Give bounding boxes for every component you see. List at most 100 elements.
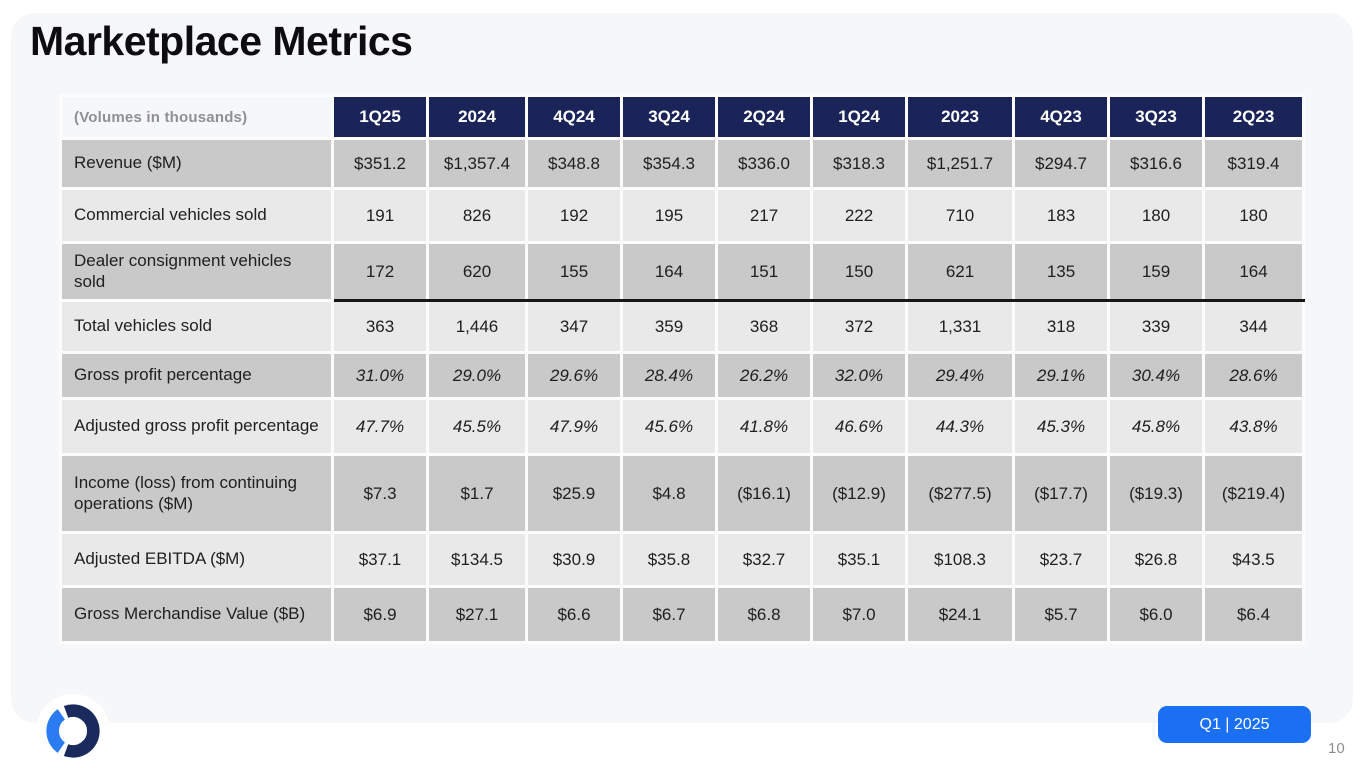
table-cell: 222: [810, 187, 908, 244]
table-cell: $6.0: [1107, 585, 1205, 644]
table-cell: $1.7: [426, 453, 528, 534]
table-cell: 45.5%: [426, 397, 528, 456]
table-cell: $6.4: [1202, 585, 1305, 644]
table-cell: 359: [620, 299, 718, 354]
table-cell: 46.6%: [810, 397, 908, 456]
table-cell: 29.0%: [426, 351, 528, 400]
table-cell: 192: [525, 187, 623, 244]
table-row-adj-ebitda: Adjusted EBITDA ($M) $37.1 $134.5 $30.9 …: [59, 531, 1305, 588]
table-cell: 30.4%: [1107, 351, 1205, 400]
row-label: Adjusted gross profit percentage: [59, 397, 334, 456]
table-cell: 195: [620, 187, 718, 244]
table-cell: $348.8: [525, 137, 623, 190]
table-cell: $1,251.7: [905, 137, 1015, 190]
table-cell: $316.6: [1107, 137, 1205, 190]
table-cell: $134.5: [426, 531, 528, 588]
table-cell: 164: [620, 241, 718, 302]
row-label: Dealer consignment vehicles sold: [59, 241, 334, 302]
table-cell: $25.9: [525, 453, 623, 534]
table-cell: 217: [715, 187, 813, 244]
table-cell: $4.8: [620, 453, 718, 534]
page-title: Marketplace Metrics: [30, 18, 413, 64]
table-cell: 26.2%: [715, 351, 813, 400]
table-row-total-vehicles: Total vehicles sold 363 1,446 347 359 36…: [59, 299, 1305, 354]
table-cell: 45.3%: [1012, 397, 1110, 456]
table-cell: 43.8%: [1202, 397, 1305, 456]
table-cell: 344: [1202, 299, 1305, 354]
table-cell: $5.7: [1012, 585, 1110, 644]
table-cell: $7.3: [331, 453, 429, 534]
table-row-gross-profit-pct: Gross profit percentage 31.0% 29.0% 29.6…: [59, 351, 1305, 400]
table-cell: ($219.4): [1202, 453, 1305, 534]
table-cell: 620: [426, 241, 528, 302]
table-cell: 191: [331, 187, 429, 244]
table-cell: $6.8: [715, 585, 813, 644]
table-cell: $6.6: [525, 585, 623, 644]
table-cell: 172: [331, 241, 429, 302]
table-cell: 150: [810, 241, 908, 302]
table-cell: 155: [525, 241, 623, 302]
table-cell: 1,331: [905, 299, 1015, 354]
row-label: Gross Merchandise Value ($B): [59, 585, 334, 644]
table-cell: 183: [1012, 187, 1110, 244]
table-cell: $318.3: [810, 137, 908, 190]
period-badge-label: Q1 | 2025: [1199, 715, 1270, 733]
table-cell: ($19.3): [1107, 453, 1205, 534]
table-row-gmv: Gross Merchandise Value ($B) $6.9 $27.1 …: [59, 585, 1305, 644]
table-cell: $294.7: [1012, 137, 1110, 190]
column-header-4q23: 4Q23: [1012, 94, 1110, 140]
table-cell: $354.3: [620, 137, 718, 190]
row-label: Revenue ($M): [59, 137, 334, 190]
table-cell: $6.7: [620, 585, 718, 644]
table-cell: $43.5: [1202, 531, 1305, 588]
table-cell: 47.7%: [331, 397, 429, 456]
table-cell: 151: [715, 241, 813, 302]
table-cell: 318: [1012, 299, 1110, 354]
column-header-1q25: 1Q25: [331, 94, 429, 140]
table-cell: 135: [1012, 241, 1110, 302]
table-cell: 32.0%: [810, 351, 908, 400]
table-cell: $319.4: [1202, 137, 1305, 190]
table-cell: 159: [1107, 241, 1205, 302]
table-cell: $32.7: [715, 531, 813, 588]
table-cell: 1,446: [426, 299, 528, 354]
table-row-revenue: Revenue ($M) $351.2 $1,357.4 $348.8 $354…: [59, 137, 1305, 190]
table-cell: $30.9: [525, 531, 623, 588]
table-cell: 31.0%: [331, 351, 429, 400]
table-cell: $35.8: [620, 531, 718, 588]
table-cell: $6.9: [331, 585, 429, 644]
column-header-3q24: 3Q24: [620, 94, 718, 140]
table-cell: $7.0: [810, 585, 908, 644]
table-cell: ($16.1): [715, 453, 813, 534]
table-cell: 28.6%: [1202, 351, 1305, 400]
table-cell: 41.8%: [715, 397, 813, 456]
metrics-table: (Volumes in thousands) 1Q25 2024 4Q24 3Q…: [59, 94, 1305, 644]
table-cell: 29.1%: [1012, 351, 1110, 400]
page-number: 10: [1328, 740, 1345, 757]
table-row-dealer-consignment: Dealer consignment vehicles sold 172 620…: [59, 241, 1305, 302]
table-cell: 339: [1107, 299, 1205, 354]
table-cell: $27.1: [426, 585, 528, 644]
table-cell: $351.2: [331, 137, 429, 190]
table-cell: 28.4%: [620, 351, 718, 400]
table-cell: $26.8: [1107, 531, 1205, 588]
table-cell: ($17.7): [1012, 453, 1110, 534]
period-badge: Q1 | 2025: [1158, 706, 1311, 743]
brand-ring-logo-icon: [36, 694, 110, 768]
column-header-1q24: 1Q24: [810, 94, 908, 140]
table-header-row: (Volumes in thousands) 1Q25 2024 4Q24 3Q…: [59, 94, 1305, 140]
table-cell: $108.3: [905, 531, 1015, 588]
table-cell: 45.8%: [1107, 397, 1205, 456]
column-header-4q24: 4Q24: [525, 94, 623, 140]
table-cell: 368: [715, 299, 813, 354]
table-cell: 47.9%: [525, 397, 623, 456]
table-cell: ($12.9): [810, 453, 908, 534]
column-header-3q23: 3Q23: [1107, 94, 1205, 140]
row-label: Gross profit percentage: [59, 351, 334, 400]
table-cell: $37.1: [331, 531, 429, 588]
table-cell: 710: [905, 187, 1015, 244]
table-cell: 180: [1202, 187, 1305, 244]
column-header-2023: 2023: [905, 94, 1015, 140]
table-cell: 44.3%: [905, 397, 1015, 456]
table-cell: 29.4%: [905, 351, 1015, 400]
